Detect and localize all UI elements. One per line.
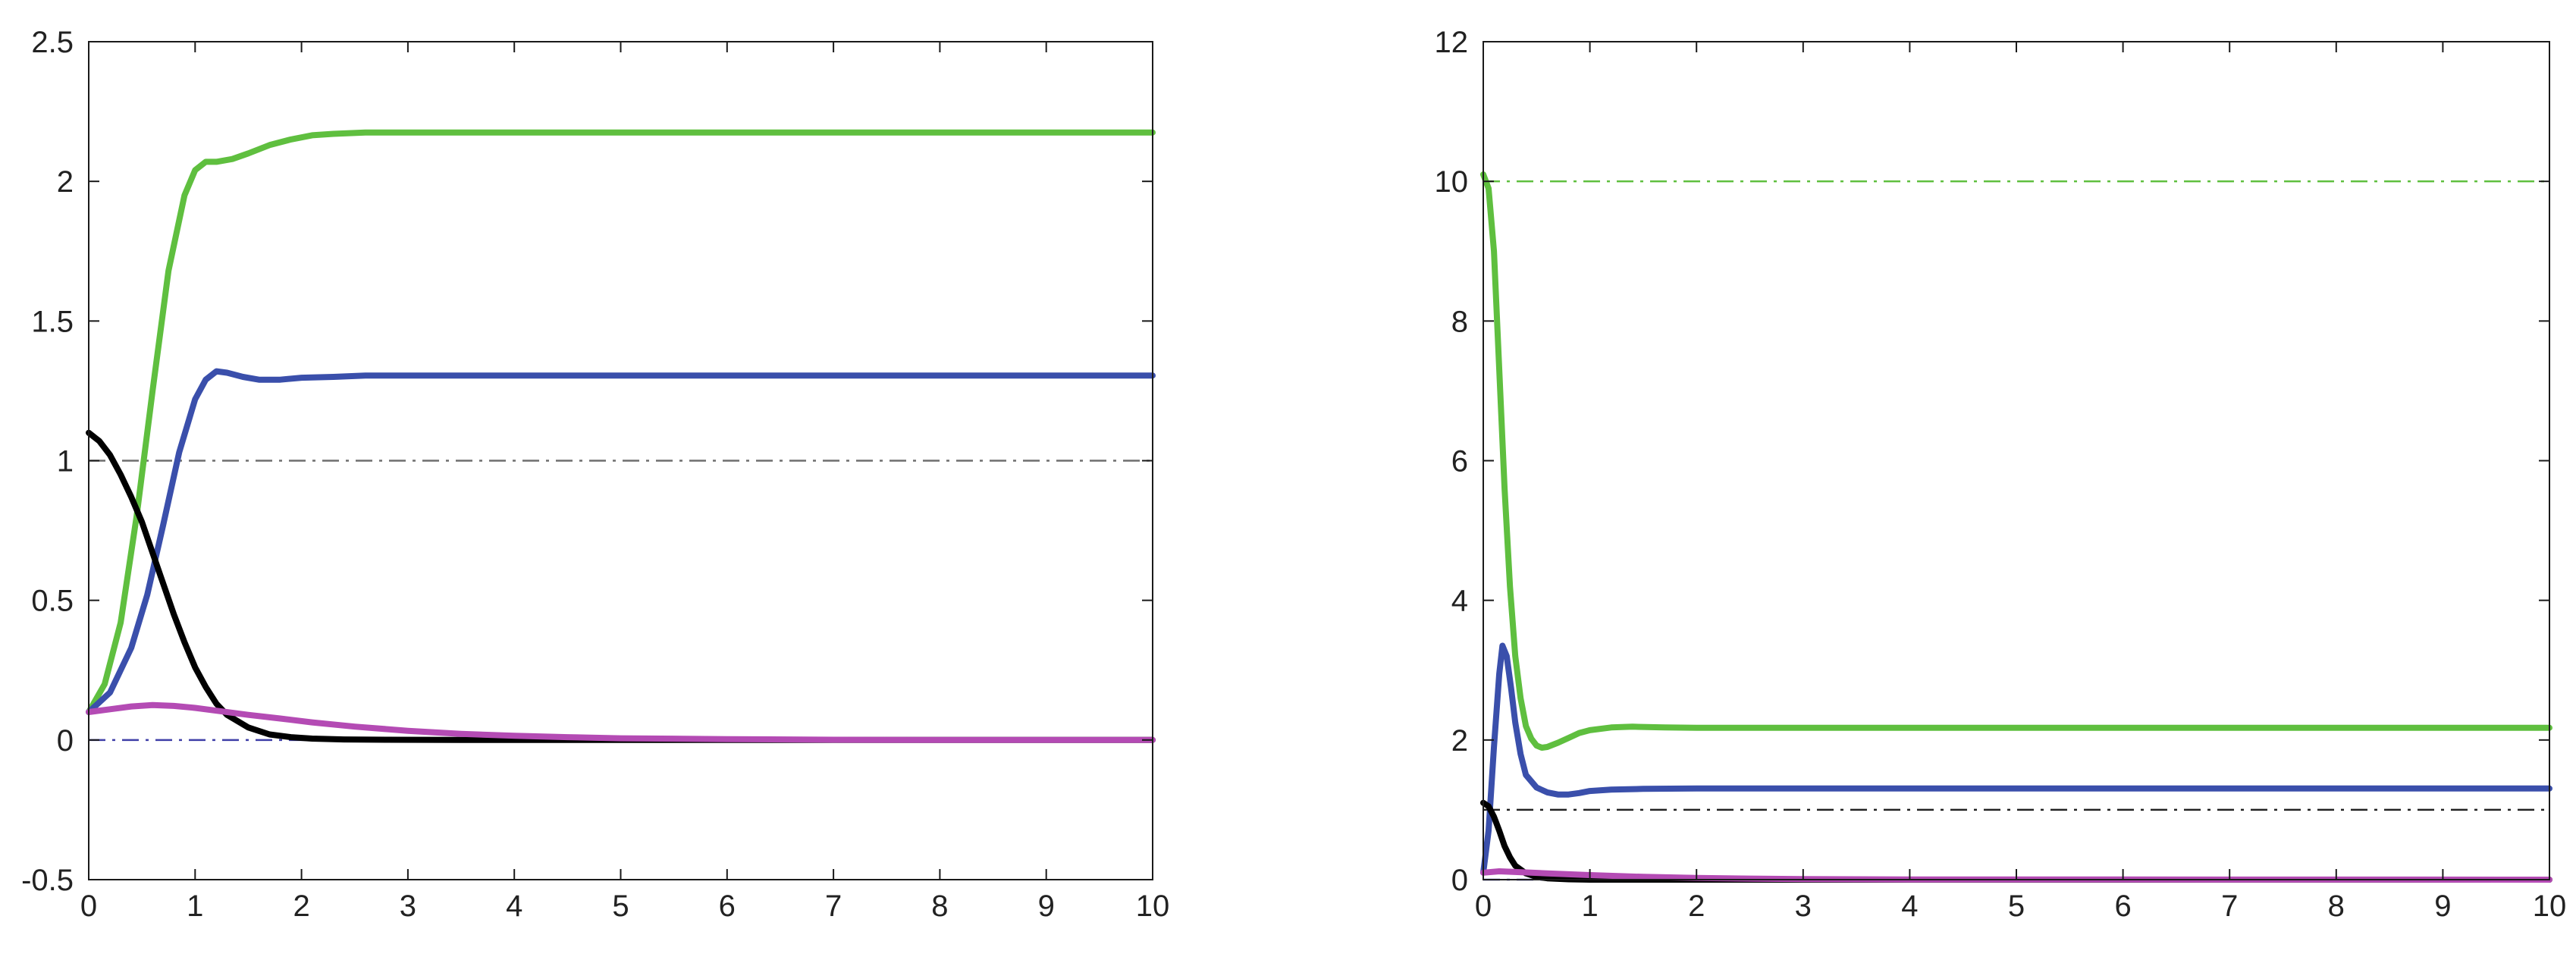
y-tick-label: 10	[1435, 165, 1469, 199]
x-tick-label: 0	[1475, 890, 1492, 923]
x-tick-label: 6	[719, 890, 736, 923]
y-tick-label: -0.5	[21, 864, 74, 897]
x-tick-label: 6	[2114, 890, 2131, 923]
x-tick-label: 7	[825, 890, 842, 923]
x-tick-label: 10	[1136, 890, 1170, 923]
series-line-3	[86, 701, 1156, 743]
x-tick-label: 8	[931, 890, 948, 923]
plot-frame	[1483, 41, 2550, 880]
x-tick-label: 9	[1038, 890, 1055, 923]
x-tick-label: 7	[2221, 890, 2238, 923]
y-tick-label: 12	[1435, 26, 1469, 59]
x-tick-label: 2	[1688, 890, 1705, 923]
y-tick-label: 0	[1451, 864, 1468, 897]
x-tick-label: 1	[187, 890, 203, 923]
x-tick-label: 2	[293, 890, 309, 923]
y-tick-label: 0.5	[31, 585, 74, 618]
y-tick-label: 6	[1451, 445, 1468, 478]
y-tick-label: 1	[57, 445, 74, 478]
x-tick-label: 3	[400, 890, 416, 923]
x-tick-label: 5	[2008, 890, 2025, 923]
series-line-0	[86, 129, 1156, 715]
x-tick-label: 5	[612, 890, 629, 923]
x-tick-label: 4	[506, 890, 522, 923]
x-tick-label: 10	[2533, 890, 2567, 923]
y-tick-label: 2	[57, 165, 74, 199]
series-line-1	[1480, 642, 2552, 876]
y-tick-label: 4	[1451, 585, 1468, 618]
y-tick-label: 1.5	[31, 305, 74, 338]
left-chart: 0 1 2 3 4 5 6 7 8 9 10-0.500.511.522.5	[21, 26, 1169, 923]
x-tick-label: 0	[80, 890, 97, 923]
series-line-0	[1480, 171, 2552, 751]
x-tick-label: 3	[1795, 890, 1812, 923]
y-tick-label: 2.5	[31, 26, 74, 59]
y-tick-label: 0	[57, 724, 74, 758]
x-tick-label: 9	[2434, 890, 2451, 923]
y-tick-label: 8	[1451, 305, 1468, 338]
series-line-2	[86, 429, 1156, 743]
series-line-1	[86, 368, 1156, 715]
x-tick-label: 8	[2328, 890, 2345, 923]
x-tick-label: 4	[1901, 890, 1918, 923]
series-line-2	[1480, 799, 2552, 883]
y-tick-label: 2	[1451, 724, 1468, 758]
x-tick-label: 1	[1581, 890, 1598, 923]
